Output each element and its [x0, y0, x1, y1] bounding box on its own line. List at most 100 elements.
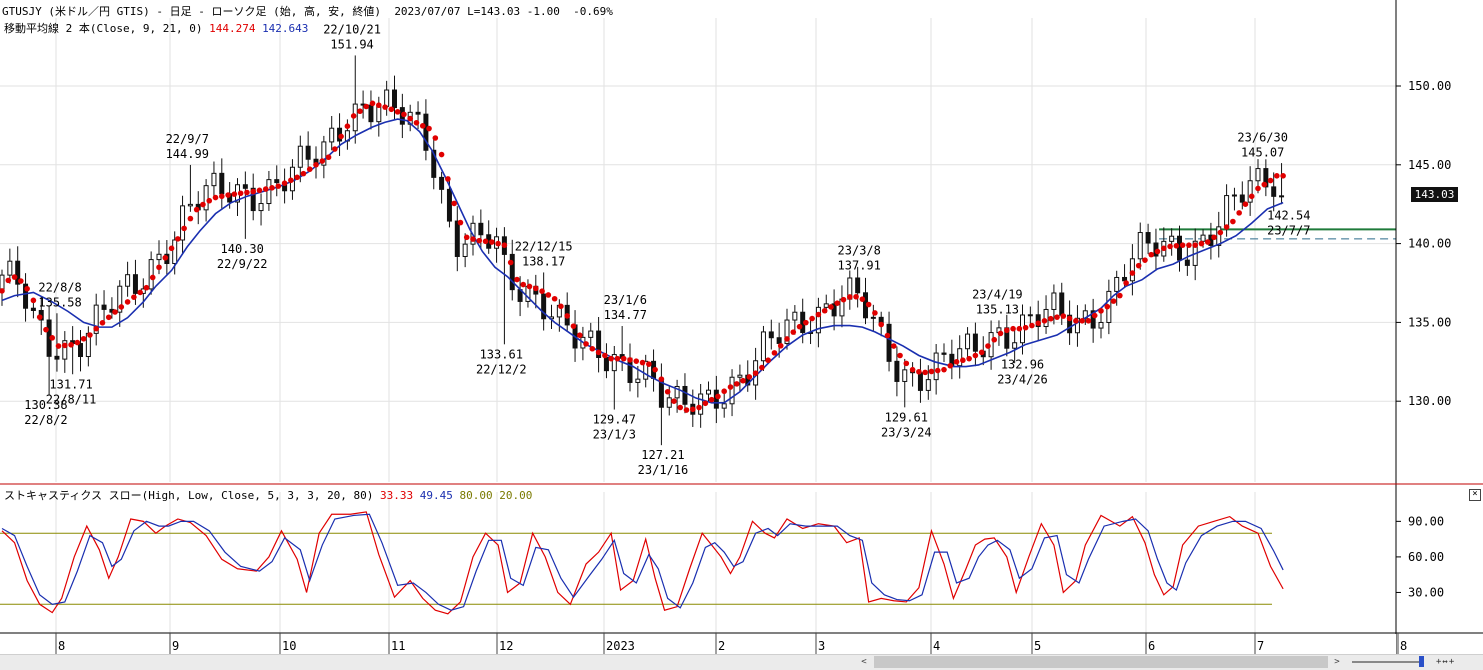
- candle-body: [368, 104, 374, 123]
- candle-body: [1027, 314, 1033, 317]
- ma-fast-dot: [288, 177, 294, 184]
- ma-fast-dot: [275, 183, 282, 189]
- ma-fast-dot: [175, 236, 181, 242]
- ma-fast-dot: [960, 357, 966, 364]
- ma-fast-dot: [683, 407, 690, 413]
- ma-fast-dot: [256, 187, 263, 194]
- annotation-label: 134.77: [604, 308, 647, 322]
- candle-body: [62, 340, 68, 360]
- ma-fast-dot: [193, 206, 200, 213]
- annotation-label: 23/1/3: [593, 428, 636, 442]
- ma-fast-dot: [426, 125, 432, 132]
- candle-body: [117, 285, 123, 313]
- month-label: 3: [818, 639, 825, 653]
- ma-fast-dot: [501, 242, 508, 248]
- month-label: 12: [499, 639, 513, 653]
- ma-fast-dot: [219, 193, 225, 200]
- ma-fast-dot: [771, 350, 778, 356]
- ma-fast-dot: [445, 176, 451, 182]
- candle-body: [674, 385, 680, 399]
- stoch-k-line: [1, 511, 1284, 615]
- ma-fast-dot: [1098, 308, 1104, 314]
- ma-fast-dot: [803, 319, 809, 326]
- annotation-label: 129.47: [593, 413, 636, 427]
- candle-body: [957, 348, 963, 367]
- close-indicator-button[interactable]: ×: [1469, 489, 1481, 501]
- candle-body: [274, 179, 280, 184]
- ma-fast-dot: [658, 376, 665, 382]
- candle-body: [603, 356, 609, 372]
- scroll-thumb[interactable]: [874, 656, 1328, 668]
- ma-fast-dot: [740, 377, 746, 384]
- ma-fast-dot: [438, 151, 445, 158]
- header-date: 2023/07/07: [394, 5, 461, 18]
- ma-fast-dot: [143, 284, 150, 291]
- candle-body: [462, 243, 468, 257]
- ma-fast-value: 144.274: [209, 22, 256, 35]
- ma-fast-dot: [796, 323, 803, 330]
- candle-body: [172, 239, 178, 265]
- candle-body: [1145, 232, 1151, 244]
- ma-fast-dot: [401, 111, 407, 118]
- ma-fast-dot: [903, 360, 910, 367]
- candle-body: [902, 369, 908, 382]
- ma-fast-dot: [74, 339, 81, 346]
- annotation-label: 22/10/21: [323, 22, 381, 36]
- ma-fast-dot: [319, 158, 326, 164]
- scroll-right-icon[interactable]: >: [1334, 657, 1340, 667]
- zoom-slider-knob[interactable]: [1419, 656, 1424, 667]
- ma-fast-dot: [1029, 322, 1035, 329]
- annotation-label: 135.58: [38, 295, 81, 309]
- ma-fast-dot: [545, 292, 552, 298]
- ma-fast-dot: [733, 381, 740, 387]
- zoom-slider[interactable]: [1352, 661, 1424, 663]
- candle-body: [23, 283, 29, 309]
- ma-fast-dot: [1073, 318, 1079, 324]
- ma-fast-dot: [608, 355, 614, 362]
- ma-fast-dot: [972, 352, 979, 359]
- ma-fast-dot: [1047, 315, 1054, 322]
- ma-fast-dot: [539, 288, 545, 294]
- candle-body: [7, 260, 13, 276]
- ma-fast-dot: [332, 146, 338, 152]
- horizontal-scrollbar[interactable]: < > +↔+: [0, 654, 1483, 670]
- ma-fast-dot: [941, 366, 947, 373]
- candle-body: [423, 113, 429, 151]
- ma-fast-dot: [457, 219, 464, 226]
- ma-fast-dot: [1167, 243, 1173, 250]
- ma-fast-dot: [991, 336, 998, 343]
- candle-body: [1059, 292, 1065, 316]
- ma-fast-dot: [1198, 240, 1205, 247]
- candle-body: [125, 274, 131, 287]
- ma-fast-dot: [677, 404, 684, 411]
- ma-fast-dot: [1186, 242, 1192, 248]
- scroll-left-icon[interactable]: <: [861, 657, 867, 667]
- annotation-label: 23/4/19: [972, 287, 1023, 301]
- candle-body: [815, 306, 821, 334]
- ma-fast-dot: [639, 359, 646, 366]
- ma-fast-dot: [702, 400, 709, 407]
- ma-fast-dot: [878, 321, 884, 328]
- candle-body: [855, 277, 861, 294]
- annotation-label: 144.99: [166, 147, 209, 161]
- ma-fast-dot: [344, 123, 351, 129]
- candle-body: [1043, 308, 1049, 328]
- ma-fast-dot: [451, 200, 457, 207]
- ma-fast-dot: [828, 304, 834, 310]
- annotation-label: 145.07: [1241, 146, 1284, 160]
- candle-body: [187, 203, 193, 207]
- stochastic-lines: [0, 511, 1284, 615]
- ma-fast-dot: [533, 285, 539, 292]
- ma-fast-dot: [696, 404, 702, 411]
- ma-fast-dot: [419, 123, 426, 129]
- zoom-tools-icon[interactable]: +↔+: [1436, 657, 1456, 667]
- ma-fast-dot: [495, 240, 501, 247]
- candle-body: [1247, 180, 1253, 203]
- ma-fast-dot: [99, 319, 106, 326]
- ma-fast-dot: [602, 352, 608, 359]
- ma-fast-dot: [1148, 251, 1155, 258]
- candle-body: [596, 330, 602, 358]
- candle-body: [101, 304, 107, 310]
- ma-fast-dot: [1104, 303, 1111, 310]
